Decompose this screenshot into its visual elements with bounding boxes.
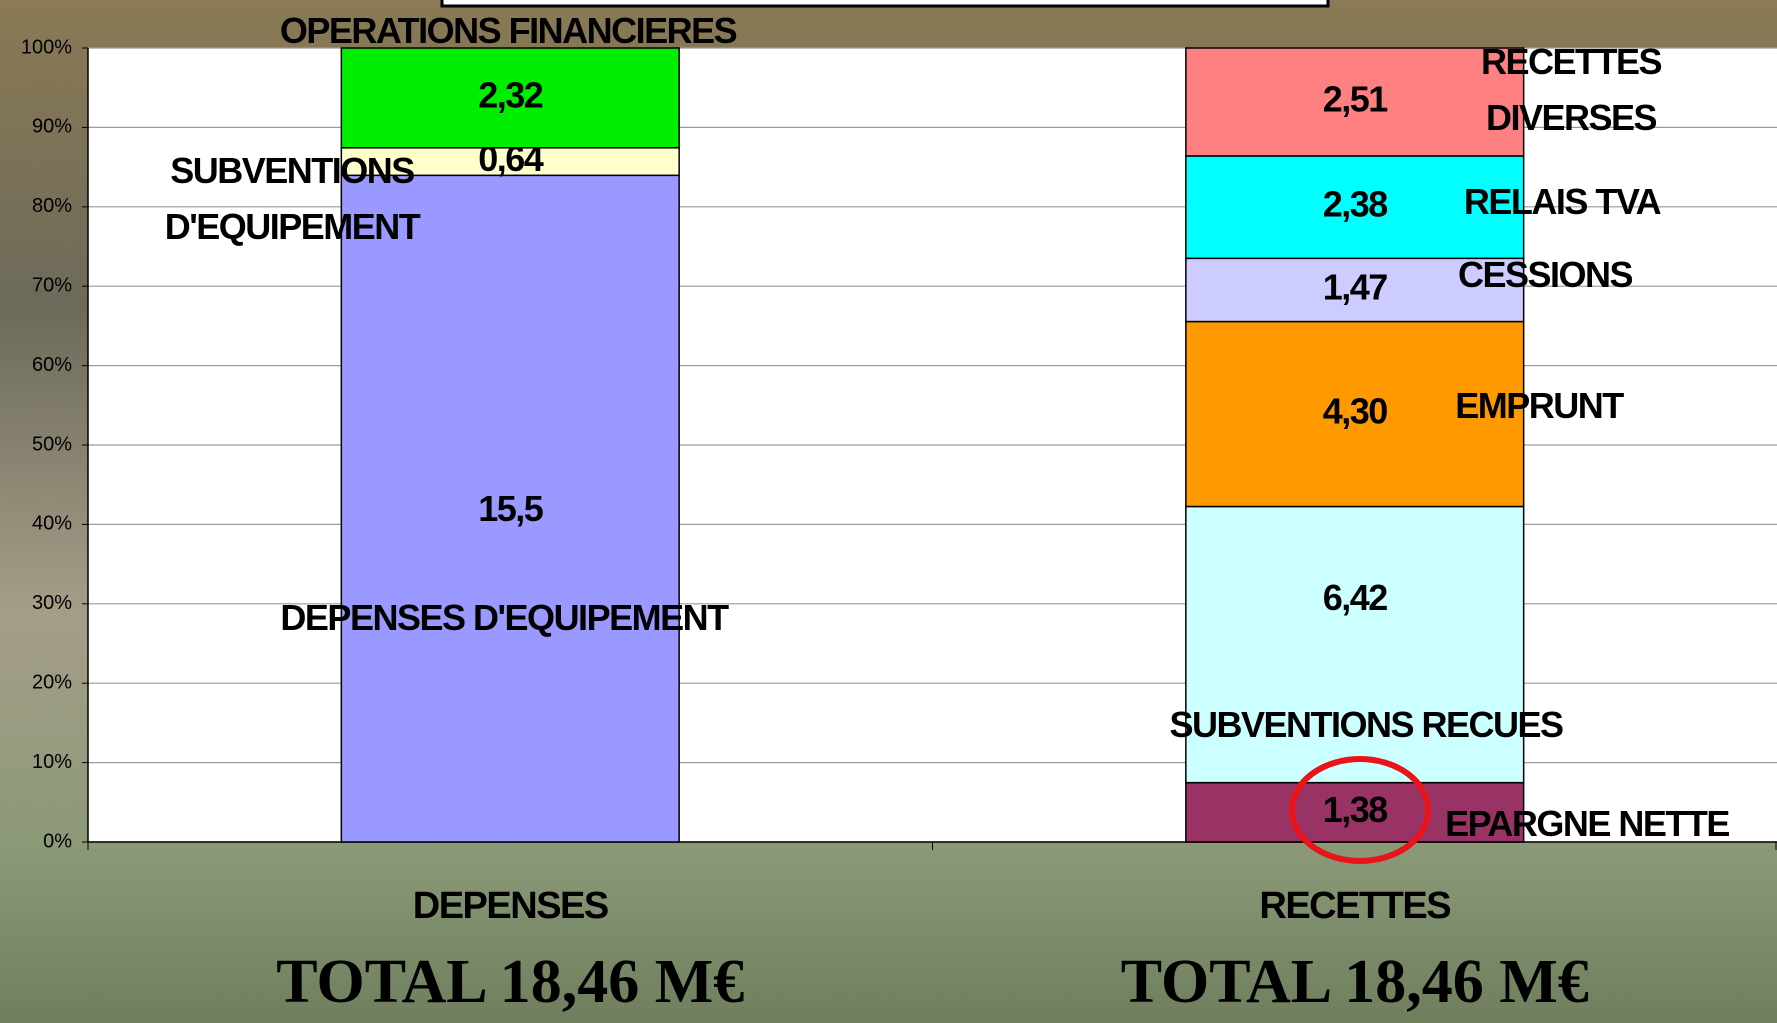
- y-tick-label: 80%: [32, 195, 72, 217]
- series-label: SUBVENTIONS D'EQUIPEMENT: [142, 143, 442, 255]
- y-tick-label: 60%: [32, 354, 72, 376]
- category-total: TOTAL 18,46 M€: [276, 948, 744, 1016]
- value-label: 1,38: [1323, 789, 1388, 830]
- series-label: SUBVENTIONS RECUES: [1116, 697, 1616, 753]
- y-tick-label: 50%: [32, 433, 72, 455]
- series-label: OPERATIONS FINANCIERES: [208, 3, 808, 59]
- value-label: 2,38: [1323, 184, 1388, 225]
- y-tick-label: 100%: [21, 36, 72, 58]
- y-tick-label: 20%: [32, 671, 72, 693]
- y-tick-label: 70%: [32, 274, 72, 296]
- y-tick-label: 40%: [32, 513, 72, 535]
- series-label: CESSIONS: [1395, 247, 1695, 303]
- category-total: TOTAL 18,46 M€: [1121, 948, 1589, 1016]
- x-tick-label: DEPENSES: [413, 885, 608, 927]
- series-label: EPARGNE NETTE: [1387, 796, 1777, 852]
- value-label: 6,42: [1323, 577, 1388, 618]
- value-label: 4,30: [1323, 391, 1388, 432]
- series-label: EMPRUNT: [1389, 378, 1689, 434]
- page: 0%10%20%30%40%50%60%70%80%90%100%15,50,6…: [0, 0, 1777, 1023]
- series-label: RECETTES DIVERSES: [1456, 34, 1686, 146]
- x-tick-label: RECETTES: [1259, 885, 1450, 927]
- value-label: 15,5: [478, 488, 544, 529]
- value-label: 1,47: [1323, 266, 1388, 307]
- y-tick-label: 30%: [32, 592, 72, 614]
- value-label: 2,51: [1323, 78, 1389, 119]
- series-label: DEPENSES D'EQUIPEMENT: [254, 590, 754, 646]
- y-tick-label: 10%: [32, 751, 72, 773]
- value-label: 2,32: [478, 74, 543, 115]
- series-label: RELAIS TVA: [1412, 174, 1712, 230]
- y-tick-label: 0%: [43, 830, 72, 852]
- y-tick-label: 90%: [32, 116, 72, 138]
